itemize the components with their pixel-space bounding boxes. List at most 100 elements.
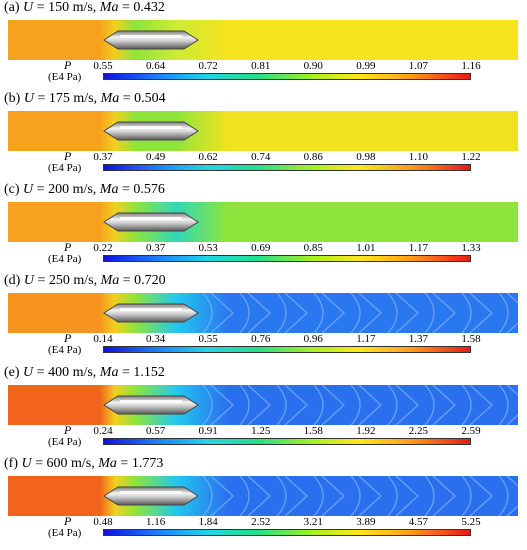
- panel-tag: (d): [4, 273, 24, 288]
- tick-label: 0.34: [145, 333, 166, 345]
- pressure-contour: [8, 111, 518, 151]
- mach-value: = 0.432: [118, 0, 165, 15]
- pressure-unit: (E4 Pa): [48, 162, 82, 174]
- tick-label: 1.07: [408, 60, 429, 72]
- panel-d: (d) U = 250 m/s, Ma = 0.720 P (E4 Pa) 0.14 0…: [0, 273, 527, 365]
- mach-symbol: Ma: [99, 182, 119, 197]
- colorbar-ticks: 0.55 0.64 0.72 0.81 0.90 0.99 1.07 1.16: [93, 60, 480, 72]
- tick-label: 0.74: [251, 151, 271, 163]
- pressure-contour: [8, 20, 518, 60]
- colorbar-ticks: 0.24 0.57 0.91 1.25 1.58 1.92 2.25 2.59: [93, 425, 480, 437]
- shock-diamonds: [202, 476, 518, 516]
- tick-label: 0.37: [145, 242, 166, 254]
- projectile-body: [103, 30, 199, 50]
- mach-symbol: Ma: [98, 456, 117, 471]
- colorbar: [103, 438, 471, 445]
- colorbar-ticks: 0.48 1.16 1.84 2.52 3.21 3.89 4.57 5.25: [93, 516, 480, 528]
- panel-a: (a) U = 150 m/s, Ma = 0.432 P (E4 Pa) 0.55 0…: [0, 0, 527, 92]
- tick-label: 1.25: [251, 425, 271, 437]
- pressure-symbol: P: [64, 514, 72, 528]
- panel-title: (a) U = 150 m/s, Ma = 0.432: [4, 0, 165, 16]
- pressure-unit: (E4 Pa): [48, 527, 82, 539]
- velocity-symbol: U: [23, 91, 34, 106]
- mach-symbol: Ma: [100, 273, 120, 288]
- colorbar: [103, 255, 471, 262]
- tick-label: 3.89: [356, 516, 376, 528]
- tick-label: 0.55: [93, 60, 113, 72]
- tick-label: 0.69: [251, 242, 271, 254]
- pressure-unit: (E4 Pa): [48, 71, 82, 83]
- projectile-body: [103, 486, 199, 506]
- tick-label: 0.96: [303, 333, 323, 345]
- mach-value: = 0.720: [119, 273, 166, 288]
- velocity-value: = 250 m/s,: [33, 273, 101, 288]
- tick-label: 0.72: [198, 60, 218, 72]
- pressure-unit: (E4 Pa): [48, 344, 82, 356]
- mach-value: = 1.152: [118, 365, 165, 380]
- panel-b: (b) U = 175 m/s, Ma = 0.504 P (E4 Pa) 0.37 0…: [0, 91, 527, 183]
- pressure-symbol: P: [64, 149, 72, 163]
- projectile-body: [103, 121, 199, 141]
- velocity-symbol: U: [23, 0, 34, 15]
- tick-label: 0.22: [93, 242, 113, 254]
- tick-label: 2.25: [408, 425, 429, 437]
- tick-label: 4.57: [408, 516, 429, 528]
- velocity-value: = 175 m/s,: [33, 91, 101, 106]
- tick-label: 1.01: [356, 242, 376, 254]
- tick-label: 1.33: [461, 242, 481, 254]
- panel-title: (b) U = 175 m/s, Ma = 0.504: [4, 91, 166, 107]
- tick-label: 0.62: [198, 151, 218, 163]
- tick-label: 1.10: [408, 151, 429, 163]
- pressure-symbol: P: [64, 240, 72, 254]
- mach-symbol: Ma: [99, 0, 119, 15]
- panel-tag: (b): [4, 91, 24, 106]
- velocity-value: = 600 m/s,: [31, 456, 99, 471]
- pressure-symbol: P: [64, 58, 72, 72]
- pressure-unit: (E4 Pa): [48, 253, 82, 265]
- tick-label: 1.17: [408, 242, 429, 254]
- tick-label: 0.90: [303, 60, 323, 72]
- panel-title: (f) U = 600 m/s, Ma = 1.773: [4, 456, 163, 472]
- tick-label: 0.85: [303, 242, 323, 254]
- shock-diamonds: [202, 293, 518, 333]
- colorbar: [103, 73, 471, 80]
- tick-label: 0.81: [251, 60, 271, 72]
- tick-label: 0.48: [93, 516, 113, 528]
- mach-value: = 1.773: [116, 456, 164, 471]
- colorbar-ticks: 0.22 0.37 0.53 0.69 0.85 1.01 1.17 1.33: [93, 242, 480, 254]
- mach-symbol: Ma: [100, 91, 120, 106]
- tick-label: 0.86: [303, 151, 323, 163]
- velocity-symbol: U: [23, 273, 34, 288]
- colorbar: [103, 346, 471, 353]
- tick-label: 0.76: [251, 333, 271, 345]
- tick-label: 0.98: [356, 151, 376, 163]
- tick-label: 1.58: [461, 333, 481, 345]
- velocity-value: = 150 m/s,: [33, 0, 100, 15]
- tick-label: 0.49: [145, 151, 166, 163]
- tick-label: 0.99: [356, 60, 376, 72]
- shock-diamonds: [202, 385, 518, 425]
- tick-label: 0.91: [198, 425, 218, 437]
- tick-label: 0.14: [93, 333, 113, 345]
- panel-title: (c) U = 200 m/s, Ma = 0.576: [4, 182, 165, 198]
- tick-label: 0.37: [93, 151, 113, 163]
- velocity-symbol: U: [23, 182, 34, 197]
- pressure-contour: [8, 202, 518, 242]
- velocity-value: = 400 m/s,: [33, 365, 100, 380]
- pressure-unit: (E4 Pa): [48, 436, 82, 448]
- panel-f: (f) U = 600 m/s, Ma = 1.773 P (E4 Pa) 0.48 1…: [0, 456, 527, 548]
- colorbar: [103, 529, 471, 536]
- tick-label: 3.21: [303, 516, 323, 528]
- panel-tag: (c): [4, 182, 24, 197]
- panel-tag: (f): [4, 456, 22, 471]
- projectile-body: [103, 395, 199, 415]
- velocity-value: = 200 m/s,: [33, 182, 100, 197]
- tick-label: 0.57: [145, 425, 166, 437]
- tick-label: 0.53: [198, 242, 218, 254]
- tick-label: 2.52: [251, 516, 271, 528]
- tick-label: 1.92: [356, 425, 376, 437]
- colorbar-ticks: 0.37 0.49 0.62 0.74 0.86 0.98 1.10 1.22: [93, 151, 480, 163]
- mach-value: = 0.576: [118, 182, 165, 197]
- panel-e: (e) U = 400 m/s, Ma = 1.152 P (E4 Pa) 0.24 0…: [0, 365, 527, 457]
- pressure-contour: [8, 293, 518, 333]
